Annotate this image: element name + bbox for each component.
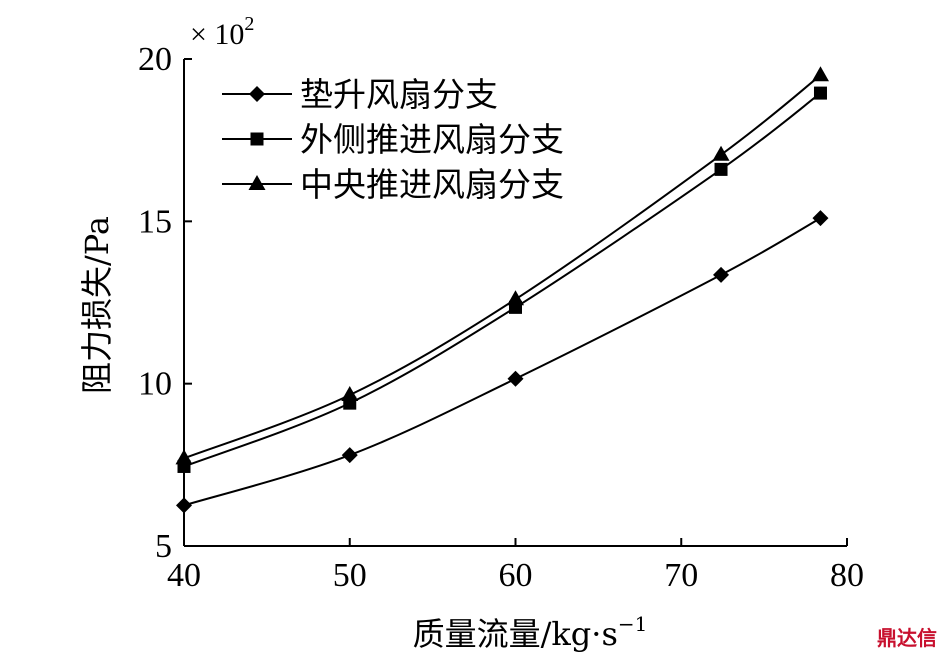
legend-marker-triangle (248, 175, 266, 190)
legend-item: 中央推进风扇分支 (222, 165, 564, 204)
data-point-diamond (812, 210, 829, 227)
data-point-square (813, 86, 827, 100)
y-axis-title: 阻力损失/Pa (78, 216, 116, 394)
series-diamond (176, 210, 829, 514)
legend-label: 中央推进风扇分支 (300, 165, 564, 204)
y-tick-label: 5 (155, 528, 172, 565)
x-tick-label: 50 (333, 557, 367, 594)
y-axis-multiplier-exponent: 2 (244, 13, 254, 35)
y-tick-label: 15 (138, 203, 172, 240)
watermark-logo: 鼎达信 (877, 626, 937, 650)
y-tick-label: 10 (138, 366, 172, 403)
data-point-triangle (507, 290, 524, 306)
data-point-triangle (341, 386, 359, 402)
x-tick-label: 60 (499, 557, 533, 594)
x-tick-label: 80 (830, 557, 864, 594)
legend-marker-diamond (249, 86, 265, 102)
legend-item: 垫升风扇分支 (222, 75, 498, 114)
data-point-square (714, 162, 728, 176)
x-axis-title-superscript: −1 (618, 612, 647, 636)
x-axis-title: 质量流量/kg·s−1 (413, 612, 648, 653)
data-point-diamond (507, 370, 524, 387)
legend-item: 外侧推进风扇分支 (222, 120, 564, 159)
legend-marker-square (250, 132, 264, 146)
legend-label: 外侧推进风扇分支 (300, 120, 564, 159)
y-tick-label: 20 (138, 41, 172, 78)
data-point-triangle (811, 66, 829, 82)
y-axis-multiplier: × 102 (190, 13, 254, 51)
data-point-triangle (712, 145, 730, 161)
series-line (183, 217, 821, 507)
axes: 5 10 15 20 40 50 60 70 80 (138, 41, 864, 594)
legend-label: 垫升风扇分支 (300, 75, 498, 114)
x-tick-label: 70 (664, 557, 698, 594)
series-layer (175, 66, 829, 514)
x-tick-label: 40 (167, 557, 201, 594)
data-point-triangle (175, 449, 193, 465)
data-point-diamond (341, 447, 358, 464)
data-point-diamond (713, 266, 730, 283)
data-point-diamond (176, 497, 192, 514)
series-triangle (175, 66, 829, 465)
y-axis-multiplier-base: × 10 (190, 18, 244, 51)
x-axis-title-main: 质量流量/kg·s (413, 615, 618, 653)
